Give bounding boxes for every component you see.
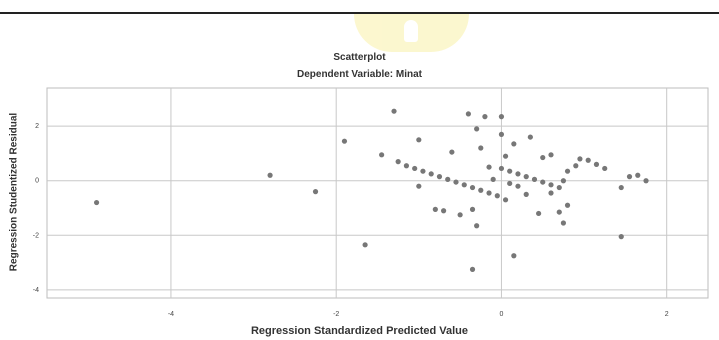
data-point [341, 138, 348, 144]
data-point [420, 168, 426, 174]
data-point [564, 168, 571, 174]
x-tick-label: 0 [499, 311, 503, 318]
data-point [412, 165, 418, 172]
data-point [556, 184, 562, 191]
data-point [507, 180, 513, 187]
data-point [461, 182, 467, 188]
data-point [416, 183, 422, 189]
data-point [560, 220, 567, 226]
data-point [502, 153, 509, 159]
data-point [432, 206, 438, 212]
data-point [585, 157, 591, 163]
data-point [618, 184, 624, 191]
data-point [474, 126, 480, 132]
data-point [490, 176, 496, 182]
data-point [453, 179, 459, 185]
data-point [540, 179, 546, 185]
data-point [465, 111, 471, 117]
data-point [643, 178, 649, 184]
data-point [531, 176, 538, 182]
data-point [379, 152, 385, 158]
data-point [395, 159, 401, 165]
grid-lines [47, 88, 708, 298]
data-point [457, 212, 463, 218]
data-point [478, 145, 484, 151]
data-point [626, 174, 633, 180]
watermark-glyph [404, 20, 418, 42]
data-point [515, 171, 521, 177]
data-point [469, 184, 476, 191]
data-point [536, 210, 542, 217]
data-point [523, 174, 529, 180]
data-point [602, 165, 608, 172]
data-point [593, 161, 600, 167]
y-tick-label: -4 [33, 287, 39, 294]
top-rule [0, 12, 719, 14]
x-tick-label: -4 [168, 311, 174, 318]
data-point [469, 266, 476, 272]
y-tick-label: -2 [33, 232, 39, 239]
data-point [469, 206, 476, 212]
data-point [556, 209, 562, 215]
data-point [436, 174, 443, 180]
data-point [548, 152, 554, 158]
data-point [486, 164, 492, 170]
data-point [511, 141, 517, 147]
data-point [267, 172, 273, 178]
data-point [515, 183, 521, 189]
plot-frame [46, 87, 709, 299]
data-point [573, 163, 579, 169]
data-point [527, 134, 533, 140]
data-point [416, 137, 422, 143]
x-axis-label: Regression Standardized Predicted Value [250, 325, 468, 337]
y-tick-label: 0 [35, 178, 39, 185]
data-point [391, 108, 397, 114]
data-point [494, 193, 500, 199]
data-point [449, 149, 455, 155]
data-point [635, 172, 641, 178]
data-point [445, 176, 451, 182]
data-point [362, 242, 368, 248]
x-tick-label: -2 [333, 311, 339, 318]
chart-subtitle: Dependent Variable: Minat [296, 69, 423, 80]
data-point [498, 165, 505, 172]
data-point [478, 187, 484, 193]
y-tick-label: 2 [35, 123, 39, 130]
y-axis-label: Regression Studentized Residual [8, 112, 20, 272]
data-point [523, 191, 529, 197]
watermark-logo [354, 14, 469, 52]
data-point [482, 114, 488, 120]
data-point [428, 171, 434, 177]
data-point [498, 114, 505, 120]
data-point [403, 163, 410, 169]
data-point [577, 156, 583, 162]
data-point [93, 199, 100, 206]
data-point [548, 182, 554, 188]
data-point [564, 202, 571, 208]
data-point [560, 178, 567, 184]
data-point [312, 189, 319, 195]
data-point [507, 168, 513, 174]
data-point [511, 253, 517, 259]
data-point [548, 190, 554, 196]
data-point [618, 234, 624, 240]
data-point [502, 197, 509, 203]
data-point [486, 190, 492, 196]
data-point [441, 208, 447, 214]
data-point [540, 154, 546, 161]
data-point [474, 223, 480, 229]
data-points [93, 108, 649, 272]
chart-title: Scatterplot [333, 52, 386, 63]
data-point [498, 131, 505, 137]
tick-labels: -4 -2 0 2 -4 -2 0 2 [33, 123, 669, 318]
x-tick-label: 2 [665, 311, 669, 318]
